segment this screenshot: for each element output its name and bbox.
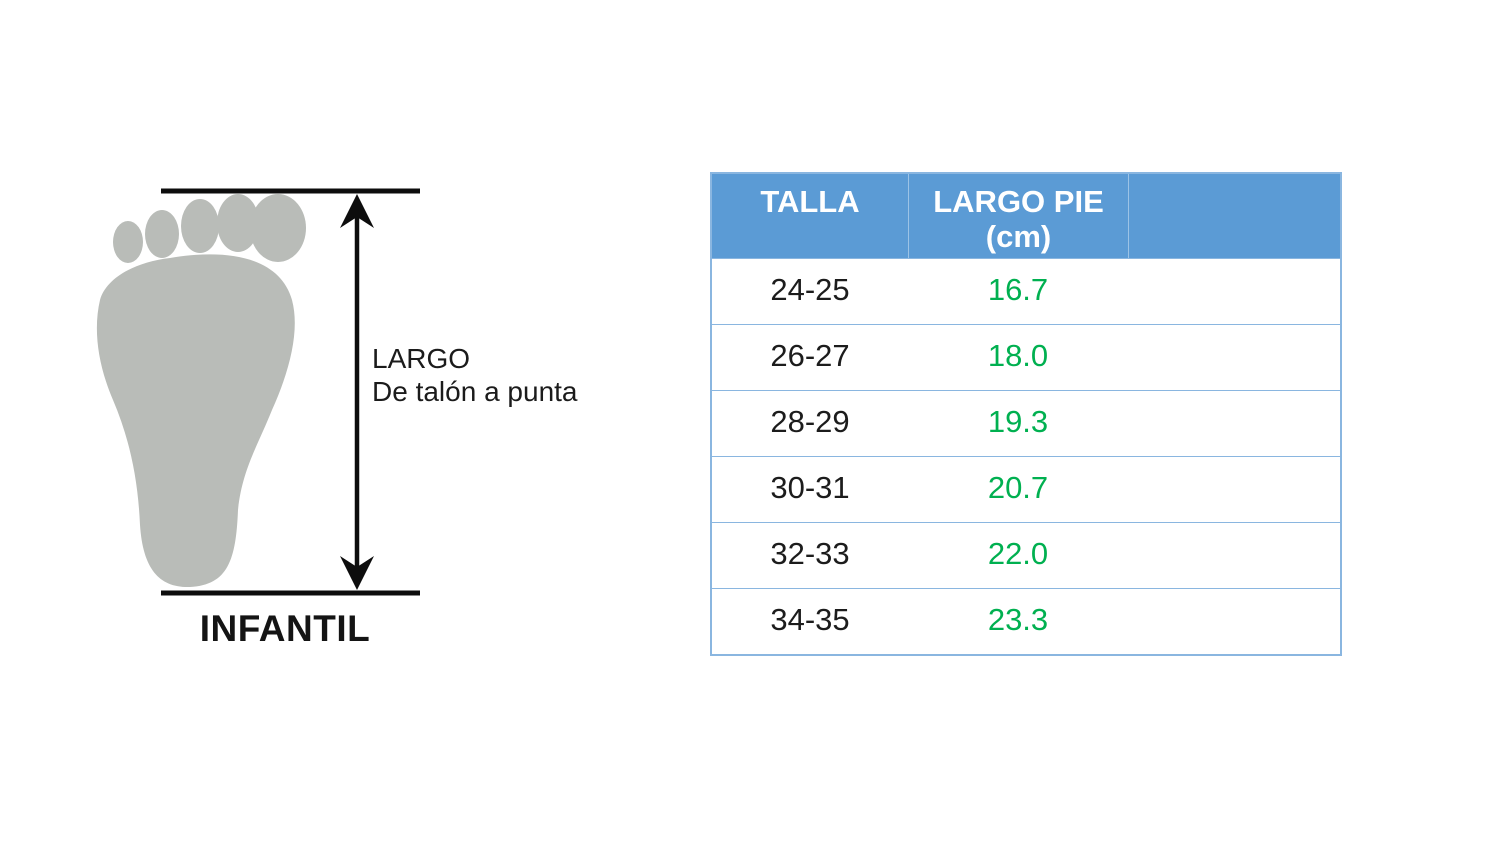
table-row: 28-29 19.3: [712, 390, 1340, 456]
size-cell: 26-27: [770, 338, 850, 373]
empty-cell: [1128, 259, 1340, 324]
length-annotation: LARGO De talón a punta: [372, 342, 578, 408]
size-cell: 34-35: [770, 602, 850, 637]
column-header-largo-pie-line2: (cm): [985, 219, 1052, 254]
column-header-empty: [1128, 174, 1340, 258]
measurement-arrow: [340, 194, 374, 590]
empty-cell: [1128, 523, 1340, 588]
size-cell: 28-29: [770, 404, 850, 439]
size-cell: 32-33: [770, 536, 850, 571]
foot-length-cell: 20.7: [987, 470, 1049, 505]
foot-length-cell: 18.0: [987, 338, 1049, 373]
table-row: 30-31 20.7: [712, 456, 1340, 522]
empty-cell: [1128, 457, 1340, 522]
table-header: TALLA LARGO PIE (cm): [712, 174, 1340, 258]
length-annotation-title: LARGO: [372, 343, 471, 374]
foot-length-cell: 16.7: [987, 272, 1049, 307]
empty-cell: [1128, 589, 1340, 654]
table-row: 32-33 22.0: [712, 522, 1340, 588]
size-cell: 24-25: [770, 272, 850, 307]
column-header-largo-pie: LARGO PIE (cm): [908, 174, 1128, 258]
foot-length-cell: 22.0: [987, 536, 1049, 571]
column-header-talla: TALLA: [760, 184, 860, 219]
diagram-caption: INFANTIL: [199, 608, 371, 649]
size-table: TALLA LARGO PIE (cm) 24-25 16.7 26-27 18…: [710, 172, 1342, 656]
empty-cell: [1128, 391, 1340, 456]
empty-cell: [1128, 325, 1340, 390]
length-annotation-subtitle: De talón a punta: [372, 376, 578, 407]
foot-illustration: [96, 194, 306, 588]
size-cell: 30-31: [770, 470, 850, 505]
column-header-largo-pie-line1: LARGO PIE: [933, 184, 1104, 219]
table-row: 26-27 18.0: [712, 324, 1340, 390]
foot-length-cell: 19.3: [987, 404, 1049, 439]
foot-measurement-diagram: [96, 188, 420, 596]
table-row: 34-35 23.3: [712, 588, 1340, 654]
foot-length-cell: 23.3: [987, 602, 1049, 637]
table-row: 24-25 16.7: [712, 258, 1340, 324]
